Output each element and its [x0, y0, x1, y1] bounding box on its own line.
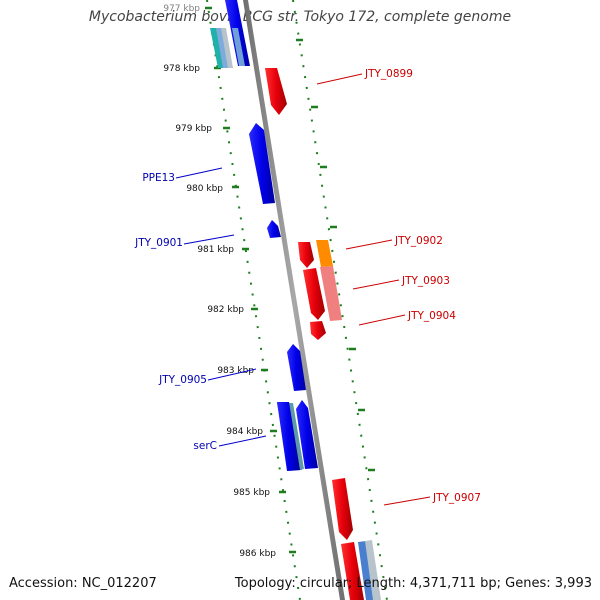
leader-jty-0907 — [383, 496, 431, 506]
tick-label-978: 978 kbp — [163, 64, 200, 74]
leader-jty-0904 — [358, 314, 406, 326]
gene-top-blue-2 — [232, 28, 245, 66]
gene-serc — [277, 402, 300, 471]
leader-jty-0905 — [207, 368, 257, 381]
tick-label-986: 986 kbp — [239, 549, 276, 559]
inner-dotted-guide — [206, 0, 301, 600]
gene-jty-0902-orange — [316, 240, 333, 267]
leader-jty-0901 — [183, 234, 235, 245]
gene-top-lightblue — [216, 28, 229, 68]
gene-jty-0899 — [265, 68, 287, 115]
accession-label: Accession: NC_012207 — [9, 576, 157, 591]
leader-jty-0902 — [345, 239, 393, 250]
label-jty-0901: JTY_0901 — [134, 237, 183, 249]
scale-ticks — [205, 6, 375, 554]
gene-jty-0904 — [310, 321, 326, 340]
label-jty-0899: JTY_0899 — [364, 68, 413, 80]
label-serc: serC — [193, 440, 217, 452]
leader-jty-0899 — [316, 73, 363, 85]
forward-strand-genes — [265, 68, 381, 600]
tick-label-983: 983 kbp — [217, 366, 254, 376]
gene-bottom-red — [341, 542, 364, 600]
leader-jty-0903 — [352, 279, 400, 290]
tick-label-985: 985 kbp — [233, 488, 270, 498]
genome-summary: Topology: circular; Length: 4,371,711 bp… — [234, 576, 592, 591]
label-jty-0903: JTY_0903 — [401, 275, 450, 287]
leader-serc — [218, 435, 267, 447]
gene-bottom-gray — [365, 540, 381, 600]
gene-ppe13 — [249, 123, 275, 204]
tick-label-984: 984 kbp — [226, 427, 263, 437]
gene-jty-0907 — [332, 478, 353, 540]
leader-ppe13 — [175, 167, 223, 179]
label-ppe13: PPE13 — [142, 172, 175, 184]
reverse-strand-genes — [210, 0, 318, 471]
gene-top-gray — [221, 28, 233, 68]
label-jty-0904: JTY_0904 — [407, 310, 456, 322]
gene-jty-0902 — [298, 242, 314, 268]
gene-bottom-blue — [358, 541, 374, 600]
label-leaders — [175, 73, 431, 506]
gene-jty-0901 — [267, 220, 281, 238]
tick-label-980: 980 kbp — [186, 184, 223, 194]
label-jty-0907: JTY_0907 — [432, 492, 481, 504]
tick-label-979: 979 kbp — [175, 124, 212, 134]
outer-dotted-guide — [292, 0, 388, 600]
tick-label-982: 982 kbp — [207, 305, 244, 315]
gene-jty-0903-light — [320, 266, 342, 321]
tick-label-981: 981 kbp — [197, 245, 234, 255]
gene-jty-0905 — [287, 344, 306, 391]
gene-serc-partner — [296, 400, 318, 469]
label-jty-0905: JTY_0905 — [158, 374, 207, 386]
genome-backbone — [243, 0, 345, 600]
label-jty-0902: JTY_0902 — [394, 235, 443, 247]
gene-jty-0903 — [303, 268, 325, 320]
map-title: Mycobacterium bovis BCG str. Tokyo 172, … — [88, 9, 512, 25]
tick-label-977: 977 kbp — [163, 4, 200, 14]
